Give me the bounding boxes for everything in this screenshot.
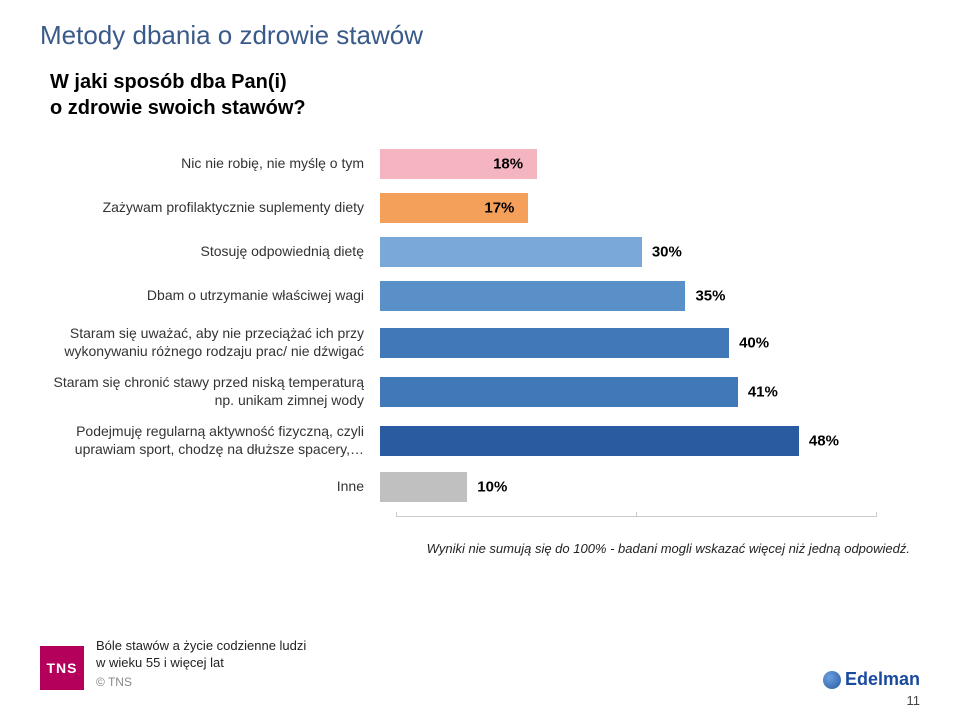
- chart-row-label: Staram się uważać, aby nie przeciążać ic…: [40, 325, 380, 360]
- edelman-text: Edelman: [845, 669, 920, 690]
- chart-row: Dbam o utrzymanie właściwej wagi 35%: [40, 281, 920, 311]
- chart-row: Zażywam profilaktycznie suplementy diety…: [40, 193, 920, 223]
- chart-row-label: Zażywam profilaktycznie suplementy diety: [40, 199, 380, 217]
- footer-project-line-1: Bóle stawów a życie codzienne ludzi: [96, 637, 306, 655]
- chart-bar-area: 35%: [380, 281, 860, 311]
- chart-row-label: Stosuję odpowiednią dietę: [40, 243, 380, 261]
- footer-project-text: Bóle stawów a życie codzienne ludzi w wi…: [96, 637, 306, 690]
- bar-chart: Nic nie robię, nie myślę o tym 18% Zażywam…: [40, 149, 920, 502]
- chart-bar: [380, 426, 799, 456]
- slide-subtitle: W jaki sposób dba Pan(i) o zdrowie swoic…: [50, 69, 920, 121]
- chart-row: Podejmuję regularną aktywność fizyczną, …: [40, 423, 920, 458]
- slide-title: Metody dbania o zdrowie stawów: [40, 20, 920, 51]
- chart-row: Inne 10%: [40, 472, 920, 502]
- chart-bar-area: 18%: [380, 149, 860, 179]
- chart-row: Staram się chronić stawy przed niską tem…: [40, 374, 920, 409]
- chart-bar-area: 40%: [380, 328, 860, 358]
- chart-row-label: Dbam o utrzymanie właściwej wagi: [40, 287, 380, 305]
- subtitle-line-2: o zdrowie swoich stawów?: [50, 97, 306, 119]
- footer-project-line-2: w wieku 55 i więcej lat: [96, 654, 306, 672]
- chart-bar-area: 30%: [380, 237, 860, 267]
- chart-bar-value: 30%: [652, 244, 682, 261]
- chart-bar-value: 10%: [477, 479, 507, 496]
- chart-bar-value: 41%: [748, 383, 778, 400]
- subtitle-line-1: W jaki sposób dba Pan(i): [50, 71, 287, 93]
- chart-bar: [380, 281, 685, 311]
- slide-footer: TNS Bóle stawów a życie codzienne ludzi …: [0, 637, 960, 690]
- chart-bar-value: 48%: [809, 432, 839, 449]
- chart-bar-area: 10%: [380, 472, 860, 502]
- chart-row: Staram się uważać, aby nie przeciążać ic…: [40, 325, 920, 360]
- chart-row: Stosuję odpowiednią dietę 30%: [40, 237, 920, 267]
- chart-row-label: Podejmuję regularną aktywność fizyczną, …: [40, 423, 380, 458]
- chart-row-label: Inne: [40, 478, 380, 496]
- chart-x-axis: [396, 516, 876, 517]
- globe-icon: [823, 671, 841, 689]
- chart-bar: [380, 377, 738, 407]
- chart-bar: [380, 472, 467, 502]
- tns-logo: TNS: [40, 646, 84, 690]
- chart-footnote: Wyniki nie sumują się do 100% - badani m…: [40, 541, 920, 556]
- edelman-logo: Edelman: [823, 669, 920, 690]
- chart-bar-value: 35%: [695, 288, 725, 305]
- chart-row: Nic nie robię, nie myślę o tym 18%: [40, 149, 920, 179]
- chart-bar-area: 17%: [380, 193, 860, 223]
- chart-bar: [380, 237, 642, 267]
- chart-bar: [380, 328, 729, 358]
- page-number: 11: [907, 693, 921, 708]
- chart-row-label: Staram się chronić stawy przed niską tem…: [40, 374, 380, 409]
- chart-bar-value: 17%: [484, 200, 514, 217]
- chart-bar-value: 40%: [739, 334, 769, 351]
- chart-bar-area: 48%: [380, 426, 860, 456]
- footer-copyright: © TNS: [96, 674, 306, 690]
- chart-bar-value: 18%: [493, 156, 523, 173]
- chart-bar-area: 41%: [380, 377, 860, 407]
- chart-row-label: Nic nie robię, nie myślę o tym: [40, 155, 380, 173]
